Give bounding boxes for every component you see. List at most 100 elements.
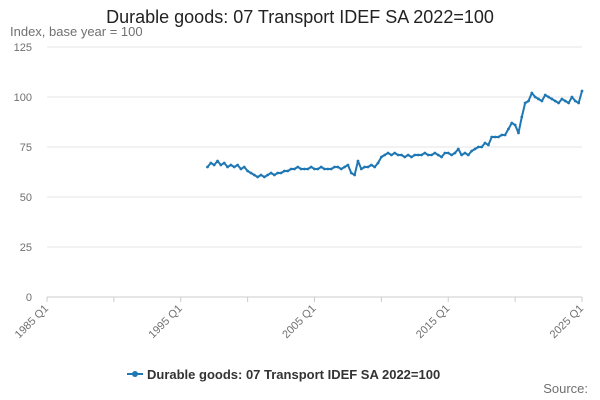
data-point[interactable]	[476, 145, 480, 149]
legend[interactable]: Durable goods: 07 Transport IDEF SA 2022…	[127, 367, 440, 382]
data-point[interactable]	[206, 165, 209, 169]
data-point[interactable]	[390, 153, 393, 157]
data-point[interactable]	[520, 115, 524, 119]
data-point[interactable]	[286, 169, 290, 173]
data-point[interactable]	[483, 141, 487, 145]
data-point[interactable]	[473, 147, 477, 151]
data-point[interactable]	[486, 143, 490, 147]
data-point[interactable]	[497, 135, 500, 139]
data-point[interactable]	[567, 101, 571, 105]
data-point[interactable]	[219, 163, 223, 167]
data-point[interactable]	[547, 95, 550, 99]
data-point[interactable]	[577, 101, 581, 105]
data-point[interactable]	[293, 167, 296, 171]
data-point[interactable]	[229, 163, 233, 167]
data-point[interactable]	[346, 163, 350, 167]
data-point[interactable]	[363, 165, 367, 169]
data-point[interactable]	[443, 151, 447, 155]
data-point[interactable]	[313, 167, 316, 171]
data-point[interactable]	[527, 99, 530, 103]
data-point[interactable]	[406, 153, 410, 157]
data-point[interactable]	[517, 131, 520, 135]
data-point[interactable]	[373, 165, 377, 169]
data-point[interactable]	[433, 151, 437, 155]
data-point[interactable]	[513, 123, 517, 127]
data-point[interactable]	[226, 165, 229, 169]
data-point[interactable]	[222, 161, 226, 165]
data-point[interactable]	[450, 153, 453, 157]
data-point[interactable]	[480, 145, 484, 149]
data-point[interactable]	[356, 159, 360, 163]
data-point[interactable]	[306, 167, 310, 171]
data-point[interactable]	[570, 95, 574, 99]
data-point[interactable]	[420, 153, 423, 157]
data-point[interactable]	[507, 127, 510, 131]
data-point[interactable]	[216, 159, 219, 163]
data-point[interactable]	[376, 161, 380, 165]
data-point[interactable]	[557, 101, 560, 105]
data-point[interactable]	[530, 91, 534, 95]
data-point[interactable]	[289, 167, 293, 171]
data-point[interactable]	[333, 165, 336, 169]
data-point[interactable]	[276, 171, 280, 175]
data-point[interactable]	[303, 167, 306, 171]
data-point[interactable]	[416, 153, 420, 157]
data-point[interactable]	[239, 167, 243, 171]
data-point[interactable]	[369, 163, 373, 167]
data-point[interactable]	[323, 167, 326, 171]
data-point[interactable]	[573, 99, 577, 103]
data-point[interactable]	[242, 165, 246, 169]
data-point[interactable]	[209, 161, 213, 165]
data-point[interactable]	[246, 169, 250, 173]
data-point[interactable]	[336, 165, 340, 169]
data-point[interactable]	[440, 155, 443, 159]
data-point[interactable]	[212, 163, 216, 167]
data-point[interactable]	[470, 149, 474, 153]
data-point[interactable]	[463, 151, 467, 155]
data-point[interactable]	[296, 165, 300, 169]
data-point[interactable]	[256, 175, 260, 179]
data-point[interactable]	[453, 151, 457, 155]
data-point[interactable]	[400, 153, 403, 157]
data-point[interactable]	[466, 153, 470, 157]
data-point[interactable]	[423, 151, 427, 155]
data-point[interactable]	[359, 167, 363, 171]
data-point[interactable]	[580, 89, 584, 93]
data-point[interactable]	[326, 167, 330, 171]
data-point[interactable]	[366, 165, 370, 169]
data-point[interactable]	[436, 153, 440, 157]
data-point[interactable]	[493, 135, 497, 139]
data-point[interactable]	[403, 155, 407, 159]
data-point[interactable]	[272, 173, 276, 177]
data-point[interactable]	[249, 171, 253, 175]
data-point[interactable]	[563, 99, 567, 103]
data-point[interactable]	[262, 175, 266, 179]
data-point[interactable]	[553, 99, 557, 103]
data-point[interactable]	[540, 99, 544, 103]
data-point[interactable]	[283, 169, 286, 173]
data-point[interactable]	[543, 93, 547, 97]
data-point[interactable]	[316, 167, 320, 171]
data-point[interactable]	[379, 155, 383, 159]
data-point[interactable]	[550, 97, 554, 101]
data-point[interactable]	[236, 163, 239, 167]
data-point[interactable]	[413, 153, 417, 157]
data-point[interactable]	[383, 153, 387, 157]
data-point[interactable]	[446, 151, 450, 155]
data-point[interactable]	[500, 133, 504, 137]
data-point[interactable]	[456, 147, 460, 151]
data-point[interactable]	[510, 121, 514, 125]
data-point[interactable]	[269, 171, 273, 175]
data-point[interactable]	[353, 173, 357, 177]
data-point[interactable]	[299, 167, 303, 171]
data-point[interactable]	[523, 101, 527, 105]
legend-label[interactable]: Durable goods: 07 Transport IDEF SA 2022…	[147, 367, 440, 382]
data-point[interactable]	[533, 95, 537, 99]
data-point[interactable]	[329, 167, 333, 171]
data-point[interactable]	[232, 165, 236, 169]
data-point[interactable]	[410, 155, 413, 159]
data-point[interactable]	[560, 97, 564, 101]
data-point[interactable]	[503, 133, 507, 137]
data-point[interactable]	[319, 165, 323, 169]
data-point[interactable]	[426, 153, 430, 157]
